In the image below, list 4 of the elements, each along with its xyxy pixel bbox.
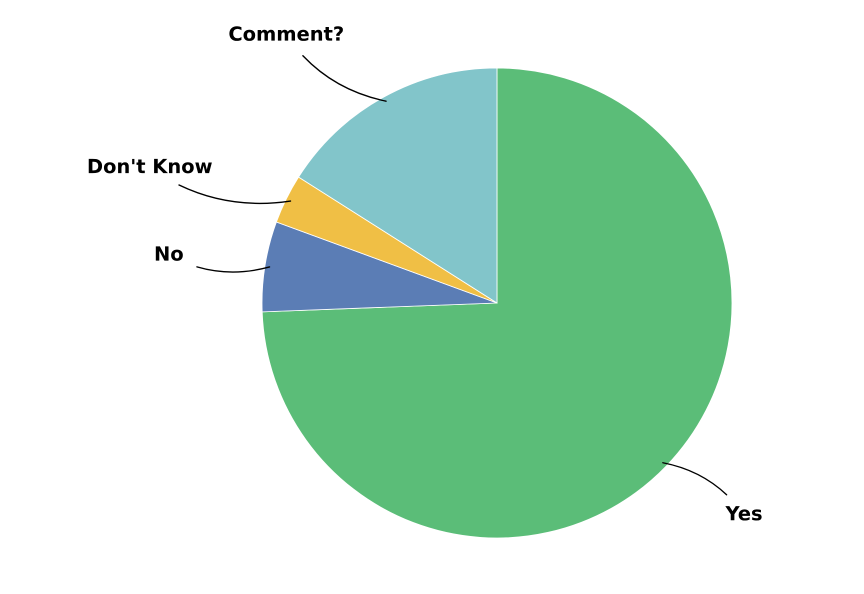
slice-label: Yes (725, 506, 762, 521)
slice-label: Comment? (229, 26, 343, 41)
slice-label: No (156, 246, 183, 261)
slice-label: Don't Know (88, 158, 212, 174)
